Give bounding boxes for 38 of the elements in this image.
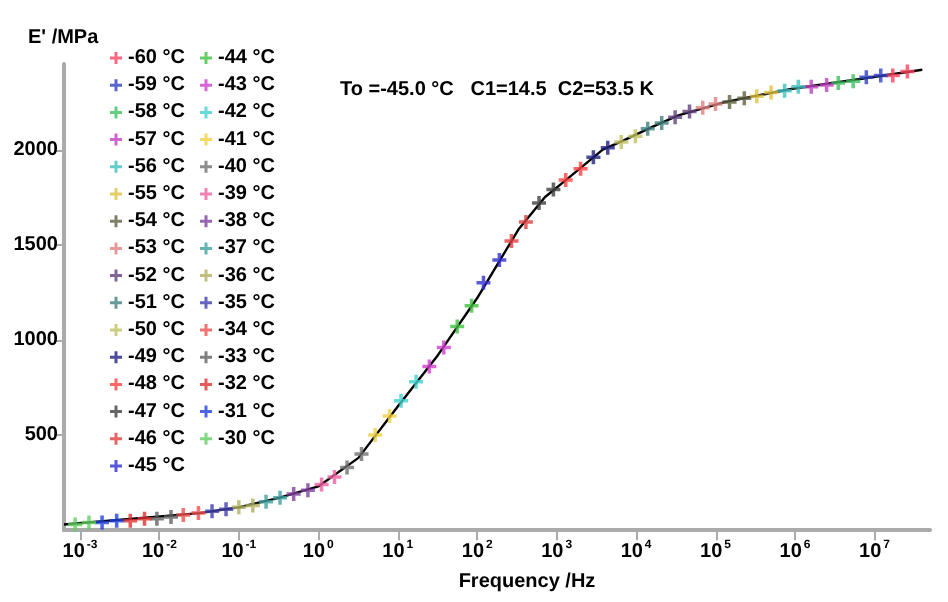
legend-label: -44 °C — [218, 47, 275, 69]
annotation: To =-45.0 °C C1=14.5 C2=53.5 K — [340, 79, 656, 101]
legend-label: -49 °C — [128, 346, 185, 369]
legend-label: -41 °C — [218, 128, 275, 151]
legend-label: -37 °C — [218, 237, 275, 260]
legend-label: -38 °C — [218, 210, 275, 233]
y-tick-label: 1500 — [13, 233, 59, 256]
legend-label: -45 °C — [128, 455, 185, 477]
y-tick-label: 2000 — [13, 138, 59, 161]
legend-label: -35 °C — [218, 291, 275, 314]
legend-label: -56 °C — [128, 155, 185, 178]
y-axis-title: E' /MPa — [28, 27, 100, 49]
legend-label: -42 °C — [218, 101, 275, 124]
legend-label: -59 °C — [128, 74, 185, 97]
legend-label: -31 °C — [218, 400, 275, 423]
legend-label: -50 °C — [128, 319, 185, 341]
x-axis-title: Frequency /Hz — [458, 571, 596, 593]
legend-label: -43 °C — [218, 74, 275, 97]
legend-label: -46 °C — [128, 427, 185, 450]
legend-label: -40 °C — [218, 155, 275, 178]
y-tick-label: 1000 — [13, 328, 59, 351]
legend-label: -39 °C — [218, 183, 275, 205]
legend-label: -58 °C — [128, 101, 185, 124]
y-tick-label: 500 — [24, 424, 59, 447]
legend-label: -55 °C — [128, 183, 185, 205]
legend-label: -48 °C — [128, 373, 185, 396]
legend-label: -34 °C — [218, 319, 275, 341]
legend-label: -33 °C — [218, 346, 275, 369]
legend-label: -52 °C — [128, 264, 185, 287]
legend-label: -30 °C — [218, 427, 275, 450]
legend-label: -60 °C — [128, 47, 185, 69]
legend-label: -47 °C — [128, 400, 185, 423]
legend-label: -54 °C — [128, 210, 185, 233]
legend-label: -36 °C — [218, 264, 275, 287]
legend-label: -57 °C — [128, 128, 185, 151]
legend-label: -51 °C — [128, 291, 185, 314]
legend-label: -53 °C — [128, 237, 185, 260]
legend-label: -32 °C — [218, 373, 275, 396]
